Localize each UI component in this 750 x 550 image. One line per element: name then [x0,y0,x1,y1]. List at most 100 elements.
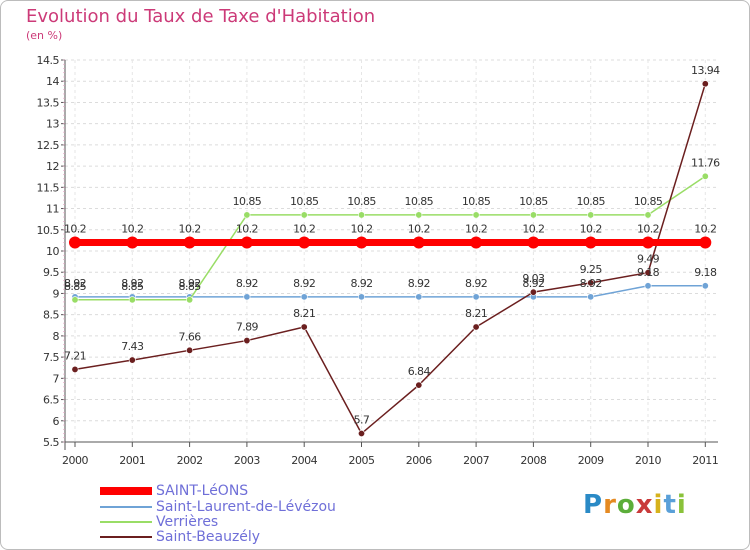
data-label-3: 7.21 [64,349,86,362]
data-label-0: 10.2 [350,223,372,236]
data-point-2 [357,211,365,219]
data-label-3: 9.03 [522,272,545,285]
data-point-3 [243,337,251,345]
legend-label-verrieres: Verrières [156,514,219,530]
data-label-0: 10.2 [179,223,201,236]
data-point-1 [701,282,709,290]
data-label-3: 7.43 [121,340,144,353]
data-label-3: 9.25 [580,263,603,276]
data-label-3: 7.66 [179,330,202,343]
data-point-2 [300,211,308,219]
data-label-1: 8.92 [236,277,258,290]
data-point-3 [472,323,480,331]
data-label-0: 10.2 [293,223,315,236]
data-point-2 [587,211,595,219]
data-point-3 [300,323,308,331]
data-point-2 [71,296,79,304]
data-point-1 [243,293,251,301]
data-label-0: 10.2 [522,223,544,236]
data-point-0 [240,236,253,249]
data-label-1: 8.92 [522,277,544,290]
series-line-2 [75,175,706,301]
y-axis-unit: (en %) [26,29,63,42]
y-tick-label: 9.5 [43,266,59,279]
data-point-0 [412,236,425,249]
data-label-2: 10.85 [634,195,663,208]
data-point-0 [642,236,654,249]
data-point-1 [300,293,308,301]
legend-label-saint-beauzely: Saint-Beauzély [156,529,261,545]
x-tick-label: 2010 [635,454,661,467]
data-point-1 [587,293,595,301]
data-point-2 [243,211,251,219]
data-label-3: 8.21 [293,307,315,320]
data-point-0 [183,236,196,249]
x-tick-label: 2009 [578,454,604,467]
data-label-3: 13.94 [691,64,720,77]
data-point-2 [701,172,709,180]
data-label-1: 8.92 [64,277,86,290]
proxiti-logo: Proxiti [583,490,687,520]
data-label-1: 8.92 [408,277,430,290]
data-point-3 [415,381,423,389]
y-tick-label: 6.5 [43,394,59,407]
data-point-3 [357,430,365,438]
x-tick-label: 2002 [177,454,203,467]
legend-swatch-saint-laurent [100,506,152,508]
data-label-3: 8.21 [465,307,487,320]
x-tick-label: 2004 [291,454,317,467]
y-tick-label: 10 [46,245,59,258]
data-label-2: 10.85 [347,195,376,208]
logo-letter: t [663,490,677,520]
data-point-3 [71,365,79,373]
data-point-0 [527,236,540,249]
data-point-2 [529,211,537,219]
data-label-0: 10.2 [465,223,487,236]
x-tick-label: 2003 [234,454,260,467]
data-point-1 [472,293,480,301]
logo-letter: r [603,490,617,520]
data-point-0 [699,236,712,249]
data-point-0 [584,236,597,249]
data-label-0: 10.2 [64,223,86,236]
data-point-2 [472,211,480,219]
data-point-2 [644,211,652,219]
logo-letter: x [635,490,654,520]
x-tick-label: 2005 [349,454,375,467]
x-tick-label: 2006 [406,454,432,467]
data-label-2: 10.85 [290,195,319,208]
data-label-0: 10.2 [637,223,659,236]
series-line-1 [75,285,706,298]
x-tick-label: 2000 [62,454,88,467]
y-tick-label: 7.5 [43,351,59,364]
legend-item-saint-leons: SAINT-LéONS [100,483,248,499]
data-label-1: 9.18 [637,266,660,279]
data-point-0 [355,236,368,249]
y-tick-label: 13 [46,118,59,131]
data-label-1: 8.92 [350,277,372,290]
legend-label-saint-leons: SAINT-LéONS [156,483,249,499]
data-point-0 [298,236,311,249]
data-point-2 [186,296,194,304]
y-tick-label: 5.5 [43,436,59,449]
legend-item-verrieres: Verrières [100,514,218,530]
data-point-3 [529,288,537,296]
data-point-1 [415,293,423,301]
legend-swatch-saint-leons [100,487,152,495]
data-label-0: 10.2 [580,223,602,236]
y-tick-label: 12.5 [37,139,60,152]
x-tick-label: 2008 [520,454,546,467]
y-tick-label: 11 [46,203,59,216]
y-tick-label: 14 [46,75,59,88]
y-tick-label: 14.5 [37,54,60,67]
data-label-2: 10.85 [519,195,548,208]
y-tick-label: 9 [53,287,60,300]
data-label-1: 8.92 [121,277,143,290]
legend-item-saint-laurent: Saint-Laurent-de-Lévézou [100,499,336,515]
data-point-3 [644,269,652,277]
data-label-0: 10.2 [408,223,430,236]
data-label-2: 8.85 [64,280,87,293]
logo-letter: P [583,490,604,520]
